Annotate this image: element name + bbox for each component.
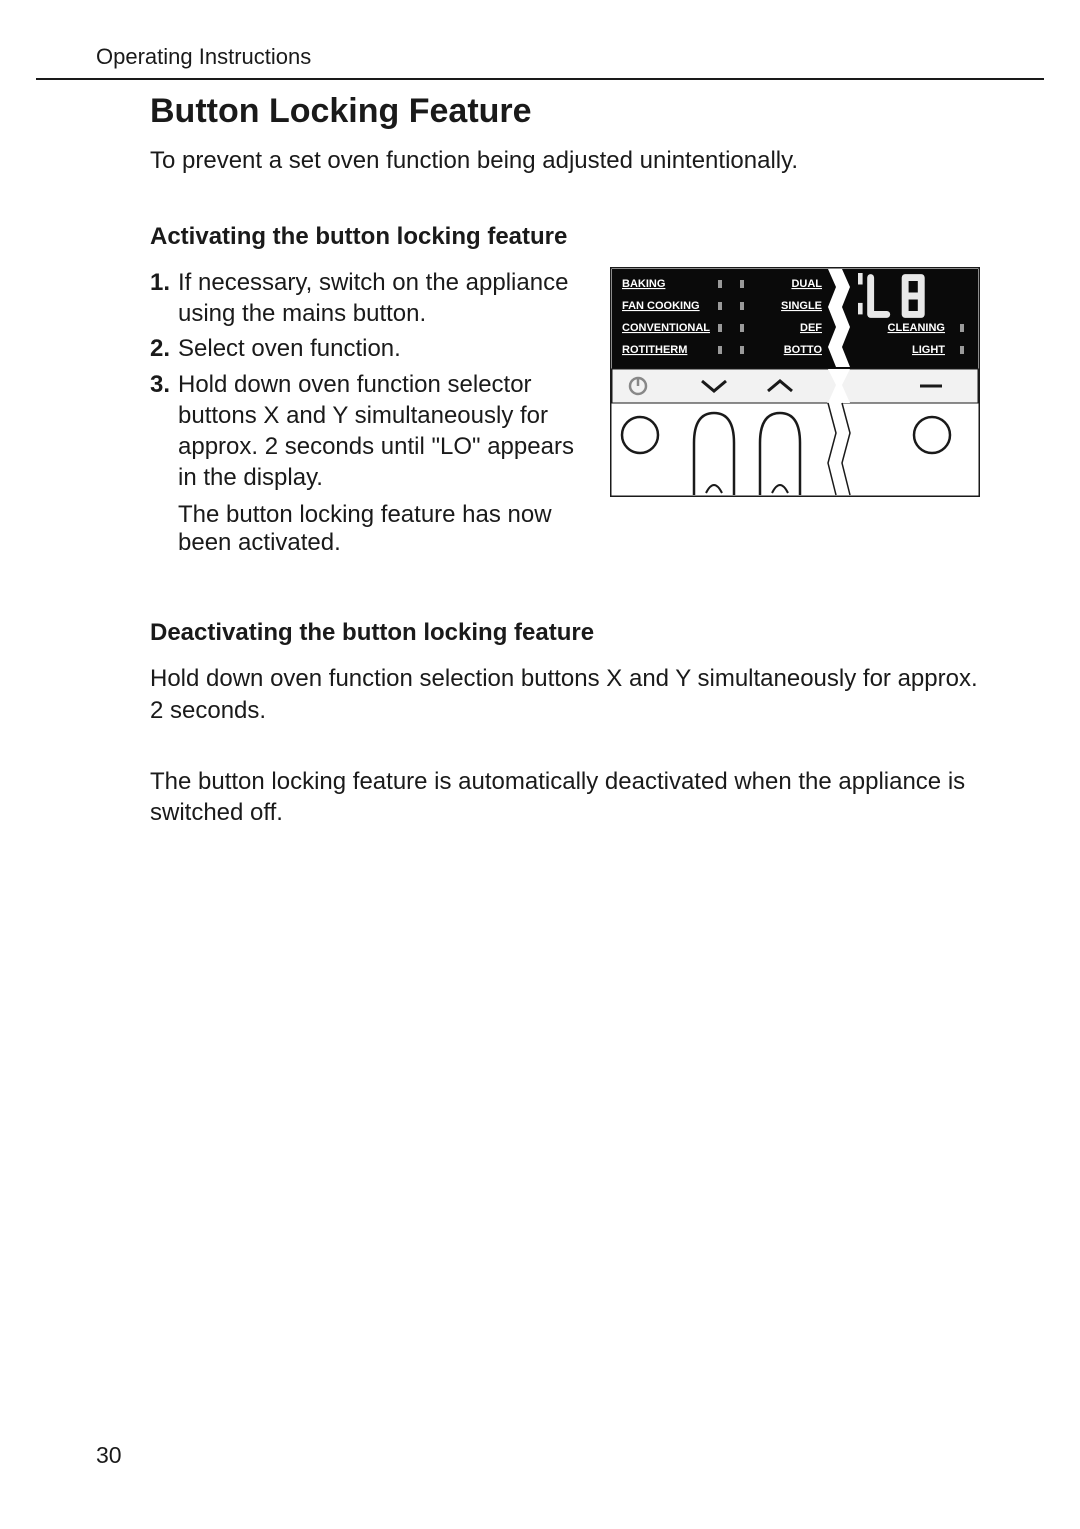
step-text: Select oven function.: [178, 333, 586, 364]
step-subtext: The button locking feature has now been …: [178, 501, 586, 557]
step-text: Hold down oven function selector buttons…: [178, 369, 586, 494]
svg-text:SINGLE: SINGLE: [781, 300, 822, 312]
section1-heading: Activating the button locking feature: [150, 223, 980, 251]
step-number: 3.: [150, 369, 178, 494]
step-text: If necessary, switch on the appliance us…: [178, 267, 586, 329]
section2-p2: The button locking feature is automatica…: [150, 766, 980, 828]
panel-svg: BAKING FAN COOKING CONVENTIONAL ROTITHERM DU…: [610, 267, 980, 497]
svg-text:ROTITHERM: ROTITHERM: [622, 344, 687, 356]
step-number: 1.: [150, 267, 178, 329]
section1-row: 1. If necessary, switch on the appliance…: [150, 267, 980, 557]
svg-text:BOTTO: BOTTO: [784, 344, 823, 356]
svg-text:FAN COOKING: FAN COOKING: [622, 300, 700, 312]
svg-text:DEF: DEF: [800, 322, 822, 334]
running-head: Operating Instructions: [96, 44, 311, 70]
section2: Deactivating the button locking feature …: [150, 619, 980, 828]
svg-text:CLEANING: CLEANING: [888, 322, 945, 334]
intro-text: To prevent a set oven function being adj…: [150, 147, 980, 175]
page-title: Button Locking Feature: [150, 92, 980, 131]
step-number: 2.: [150, 333, 178, 364]
step-item: 1. If necessary, switch on the appliance…: [150, 267, 586, 329]
svg-text:BAKING: BAKING: [622, 278, 665, 290]
section2-p1: Hold down oven function selection button…: [150, 663, 980, 725]
page-number: 30: [96, 1442, 122, 1469]
step-item: 2. Select oven function.: [150, 333, 586, 364]
control-panel-illustration: BAKING FAN COOKING CONVENTIONAL ROTITHERM DU…: [610, 267, 980, 502]
step-item: 3. Hold down oven function selector butt…: [150, 369, 586, 494]
steps-list: 1. If necessary, switch on the appliance…: [150, 267, 586, 557]
section2-heading: Deactivating the button locking feature: [150, 619, 980, 647]
content-area: Button Locking Feature To prevent a set …: [150, 92, 980, 868]
svg-text:LIGHT: LIGHT: [912, 344, 945, 356]
svg-text:DUAL: DUAL: [791, 278, 822, 290]
svg-text:CONVENTIONAL: CONVENTIONAL: [622, 322, 710, 334]
